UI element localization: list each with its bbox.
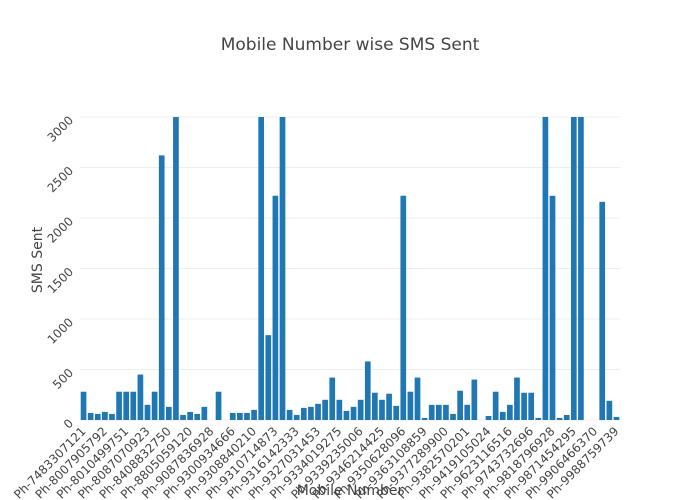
bar [215, 391, 222, 420]
y-tick-label: 3000 [45, 113, 76, 144]
bar [229, 412, 236, 420]
bar [272, 195, 279, 420]
bar [407, 391, 414, 420]
bar [80, 391, 87, 420]
bar [514, 377, 520, 420]
bar [528, 392, 535, 420]
bar [94, 413, 101, 420]
bar [457, 390, 463, 420]
bar [187, 411, 193, 420]
bar [443, 404, 449, 420]
bar [400, 195, 407, 420]
bar [521, 392, 527, 420]
bar [194, 413, 201, 420]
bar [471, 379, 478, 420]
bar [343, 410, 350, 420]
bar [336, 399, 343, 420]
bar [507, 404, 513, 420]
y-tick-label: 1000 [45, 315, 76, 346]
bar [542, 117, 549, 420]
bar [464, 404, 471, 420]
bar [563, 414, 570, 420]
y-tick-label: 500 [50, 366, 76, 392]
bar [158, 155, 165, 420]
bar [329, 377, 336, 420]
bar [173, 117, 179, 420]
bar [315, 403, 321, 420]
bar [180, 414, 186, 420]
bar [109, 413, 115, 420]
y-axis-title: SMS Sent [30, 226, 46, 293]
bar [357, 399, 364, 420]
bar [599, 201, 606, 420]
bar [300, 407, 307, 420]
bar [265, 335, 272, 420]
bar [372, 392, 378, 420]
bar [144, 404, 151, 420]
bar [606, 400, 613, 420]
bar [151, 391, 158, 420]
bar [237, 412, 243, 420]
bar [613, 416, 620, 420]
bar [286, 409, 293, 420]
bar [485, 415, 492, 420]
bar [435, 404, 442, 420]
bar [570, 117, 577, 420]
chart-title: Mobile Number wise SMS Sent [221, 35, 480, 55]
y-tick-label: 2500 [45, 164, 76, 195]
bar [116, 391, 122, 420]
bar [123, 391, 130, 420]
bar [293, 414, 300, 420]
y-tick-label: 2000 [45, 214, 76, 245]
bar [251, 409, 257, 420]
bar [386, 393, 392, 420]
bar [535, 417, 542, 420]
bar [379, 399, 385, 420]
bar [421, 417, 428, 420]
bar [556, 417, 563, 420]
bar [130, 391, 137, 420]
bar [201, 406, 208, 420]
bar [499, 411, 506, 420]
bar [492, 391, 499, 420]
bar [322, 399, 328, 420]
bar [428, 404, 435, 420]
bar [87, 412, 94, 420]
y-tick-label: 1500 [45, 265, 76, 296]
bar [450, 413, 456, 420]
x-axis-title: Mobile Number [297, 483, 404, 499]
bar [165, 406, 172, 420]
bar [350, 406, 357, 420]
bar [279, 117, 286, 420]
bar [578, 117, 584, 420]
bar [102, 411, 108, 420]
bar [308, 406, 314, 420]
bar [393, 405, 400, 420]
bar [137, 374, 144, 420]
bar [549, 195, 556, 420]
bar [244, 412, 250, 420]
bar [258, 117, 265, 420]
bar [364, 361, 371, 420]
bar [414, 377, 421, 420]
